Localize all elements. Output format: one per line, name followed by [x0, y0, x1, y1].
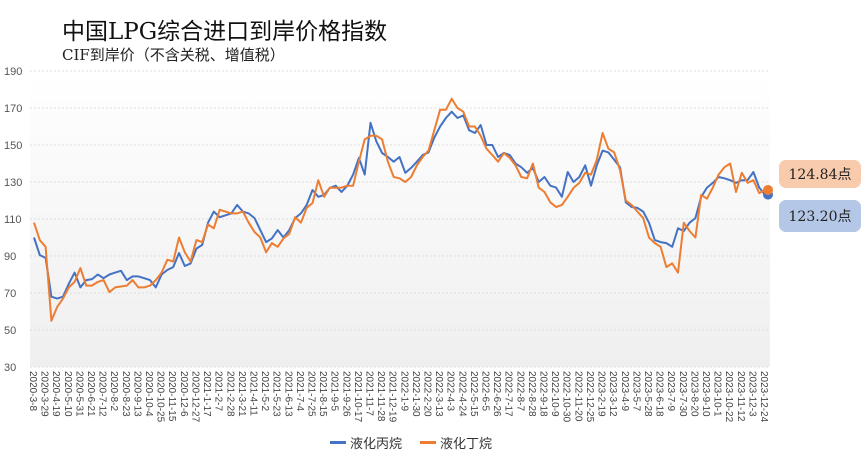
- y-tick-label: 30: [4, 362, 16, 374]
- y-tick-label: 50: [4, 325, 16, 337]
- legend-label-propane: 液化丙烷: [350, 437, 403, 452]
- x-tick-label: 2020-8-23: [120, 371, 131, 417]
- y-tick-label: 110: [4, 214, 22, 226]
- x-tick-label: 2023-2-19: [596, 371, 607, 417]
- x-tick-label: 2020-8-2: [108, 371, 119, 411]
- x-tick-label: 2021-3-21: [236, 371, 247, 417]
- x-tick-label: 2022-10-30: [561, 371, 572, 423]
- legend-label-butane: 液化丁烷: [440, 437, 493, 452]
- x-tick-label: 2021-7-4: [294, 371, 305, 411]
- x-tick-label: 2023-5-28: [642, 371, 653, 417]
- x-tick-label: 2022-8-28: [526, 371, 537, 417]
- x-tick-label: 2020-10-25: [155, 371, 166, 423]
- x-tick-label: 2023-3-12: [607, 371, 618, 417]
- x-tick-label: 2020-11-15: [166, 371, 177, 422]
- y-tick-label: 90: [4, 251, 16, 263]
- x-tick-label: 2021-5-2: [259, 371, 270, 411]
- x-tick-label: 2022-11-20: [572, 371, 583, 422]
- x-tick-label: 2022-6-26: [491, 371, 502, 417]
- x-tick-label: 2022-1-9: [398, 371, 409, 411]
- propane-swatch-icon: [330, 441, 346, 444]
- x-tick-label: 2022-1-30: [410, 371, 421, 417]
- x-tick-label: 2020-4-19: [50, 371, 61, 417]
- x-tick-label: 2020-9-13: [131, 371, 142, 417]
- y-tick-label: 70: [4, 288, 16, 300]
- x-tick-label: 2020-12-27: [189, 371, 200, 423]
- x-tick-label: 2021-12-19: [387, 371, 398, 423]
- legend: 液化丙烷 液化丁烷: [330, 433, 492, 452]
- x-tick-label: 2020-6-21: [85, 371, 96, 417]
- y-tick-label: 150: [4, 140, 22, 152]
- series-line-propane: [33, 110, 766, 300]
- x-tick-label: 2021-2-7: [213, 371, 224, 411]
- x-tick-label: 2021-8-15: [317, 371, 328, 417]
- butane-swatch-icon: [420, 441, 437, 444]
- x-tick-label: 2023-12-24: [758, 371, 769, 423]
- x-tick-label: 2023-7-9: [665, 371, 676, 411]
- x-tick-label: 2023-5-7: [630, 371, 641, 411]
- x-tick-label: 2020-5-31: [73, 371, 84, 417]
- legend-item-butane[interactable]: 液化丁烷: [420, 433, 492, 452]
- x-tick-label: 2023-6-18: [654, 371, 665, 417]
- x-tick-label: 2022-7-17: [503, 371, 514, 417]
- x-tick-label: 2022-6-5: [480, 371, 491, 411]
- x-tick-label: 2021-10-17: [352, 371, 363, 423]
- x-tick-label: 2020-3-29: [39, 371, 50, 417]
- x-tick-label: 2020-3-8: [27, 371, 38, 411]
- chart-subtitle: CIF到岸价（不含关税、增值税）: [62, 46, 285, 64]
- propane-last-value-label: 123.20点: [779, 200, 861, 232]
- x-tick-label: 2022-4-24: [456, 371, 467, 417]
- x-tick-label: 2022-12-25: [584, 371, 595, 423]
- x-tick-label: 2023-10-22: [723, 371, 734, 423]
- last-point-marker-butane: [763, 184, 773, 195]
- x-tick-label: 2021-11-28: [375, 371, 386, 422]
- x-tick-label: 2023-10-1: [712, 371, 723, 417]
- y-tick-label: 170: [4, 103, 22, 115]
- x-tick-label: 2023-4-9: [619, 371, 630, 411]
- x-tick-label: 2022-10-9: [549, 371, 560, 417]
- x-tick-label: 2021-4-11: [247, 371, 258, 416]
- y-tick-label: 130: [4, 177, 22, 189]
- butane-last-value-label: 124.84点: [779, 160, 861, 188]
- x-tick-label: 2023-9-10: [700, 371, 711, 417]
- x-tick-label: 2023-11-12: [735, 371, 746, 422]
- x-tick-label: 2020-7-12: [97, 371, 108, 417]
- x-tick-label: 2021-6-13: [282, 371, 293, 417]
- x-tick-label: 2020-5-10: [62, 371, 73, 417]
- x-tick-label: 2023-8-20: [688, 371, 699, 417]
- y-tick-label: 190: [4, 66, 22, 78]
- x-tick-label: 2020-10-4: [143, 371, 154, 417]
- x-tick-label: 2022-3-13: [433, 371, 444, 417]
- x-tick-label: 2022-4-3: [445, 371, 456, 411]
- series-line-butane: [33, 97, 772, 322]
- x-tick-label: 2022-2-20: [422, 371, 433, 417]
- x-tick-label: 2021-1-17: [201, 371, 212, 417]
- x-tick-label: 2021-5-23: [271, 371, 282, 417]
- x-tick-label: 2022-8-7: [514, 371, 525, 411]
- x-tick-label: 2021-2-28: [224, 371, 235, 417]
- x-tick-label: 2020-12-6: [178, 371, 189, 417]
- x-tick-label: 2021-9-26: [340, 371, 351, 417]
- x-tick-label: 2021-11-7: [363, 371, 374, 416]
- x-tick-label: 2023-12-3: [746, 371, 757, 417]
- legend-item-propane[interactable]: 液化丙烷: [330, 433, 402, 452]
- x-tick-label: 2021-7-25: [305, 371, 316, 417]
- x-tick-label: 2021-9-5: [329, 371, 340, 411]
- x-tick-label: 2022-9-18: [538, 371, 549, 417]
- chart-title: 中国LPG综合进口到岸价格指数: [62, 19, 388, 45]
- x-tick-label: 2022-5-15: [468, 371, 479, 417]
- x-tick-label: 2023-7-30: [677, 371, 688, 417]
